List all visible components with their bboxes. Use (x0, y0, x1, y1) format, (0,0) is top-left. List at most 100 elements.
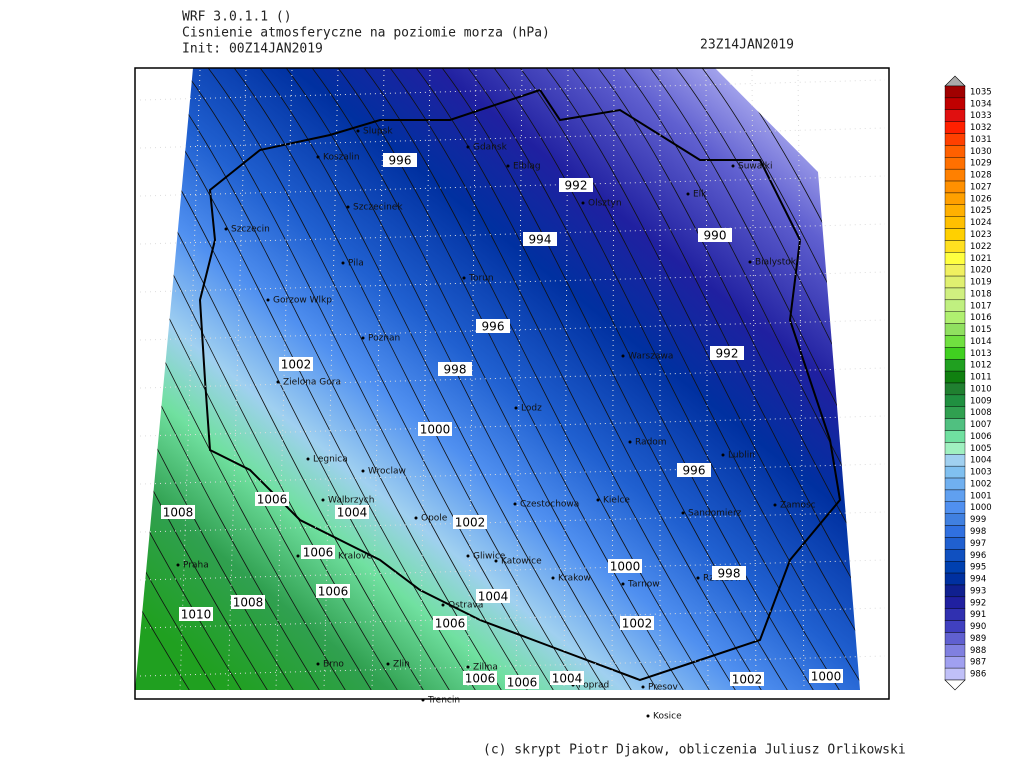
city-dot (696, 576, 700, 580)
colorbar-label: 1031 (970, 135, 992, 145)
isobar (487, 68, 859, 690)
city-dot (224, 227, 228, 231)
contour-label-bg (418, 422, 452, 436)
colorbar-label: 1003 (970, 468, 992, 478)
model-label: WRF 3.0.1.1 () (182, 10, 292, 25)
colorbar-label: 1008 (970, 408, 992, 418)
colorbar-swatch (944, 454, 966, 467)
contour-label: 1004 (552, 672, 583, 686)
colorbar-swatch (944, 644, 966, 657)
city-dot (721, 453, 725, 457)
city-dot (731, 164, 735, 168)
isobar (435, 68, 807, 690)
colorbar-label: 1035 (970, 87, 992, 97)
isobar (409, 68, 781, 690)
colorbar-swatch (944, 121, 966, 134)
city-dot (596, 498, 600, 502)
contour-label: 1000 (420, 423, 451, 437)
city-dot (414, 516, 418, 520)
city-label: Katowice (501, 557, 542, 567)
colorbar-swatch (944, 323, 966, 336)
city-dot (773, 503, 777, 507)
colorbar-swatch (944, 394, 966, 407)
contour-label-bg (383, 153, 417, 167)
city-label: Lodz (521, 404, 542, 414)
city-dot (641, 685, 645, 689)
isobar (669, 68, 860, 690)
colorbar-label: 993 (970, 586, 986, 596)
footer: (c) skrypt Piotr Djakow, obliczenia Juli… (483, 743, 906, 758)
colorbar-swatch (944, 584, 966, 598)
colorbar-swatch (944, 299, 966, 312)
colorbar-label: 1011 (970, 373, 992, 383)
colorbar-swatch (944, 275, 966, 289)
grid-line (563, 69, 569, 691)
colorbar-label: 1030 (970, 147, 992, 157)
colorbar-swatch (944, 335, 966, 348)
field-label: Cisnienie atmosferyczne na poziomie morz… (182, 26, 550, 41)
city-dot (341, 261, 345, 265)
grid-line (751, 69, 757, 691)
colorbar-swatch (944, 608, 966, 621)
colorbar-swatch (944, 501, 966, 514)
city-label: Gdansk (473, 143, 508, 153)
city-dot (514, 406, 518, 410)
colorbar-swatch (944, 561, 966, 574)
colorbar-label: 1025 (970, 206, 992, 216)
contour-label-bg (710, 346, 744, 360)
colorbar-swatch (944, 133, 966, 146)
colorbar-label: 987 (970, 658, 986, 668)
city-label: Slupsk (363, 127, 393, 137)
isobar (135, 68, 391, 690)
colorbar-label: 1017 (970, 301, 992, 311)
city-label: Zilina (473, 663, 498, 673)
colorbar-label: 1032 (970, 123, 992, 133)
colorbar-swatch (944, 465, 966, 479)
city-dot (581, 201, 585, 205)
isobar (565, 68, 860, 690)
city-dot (276, 380, 280, 384)
city-label: Poprad (578, 681, 609, 691)
contour-label: 998 (718, 567, 741, 581)
isobar (253, 68, 625, 690)
city-label: Szczecin (231, 225, 270, 235)
contour-label: 1002 (281, 358, 312, 372)
contour-label-bg (730, 672, 764, 686)
city-label: Kosice (653, 712, 682, 722)
colorbar-swatch (944, 85, 966, 99)
contour-label: 998 (444, 363, 467, 377)
city-dot (266, 298, 270, 302)
isobar (135, 68, 235, 690)
colorbar-label: 1001 (970, 491, 992, 501)
isobar (721, 68, 860, 690)
colorbar-swatch (944, 359, 966, 372)
contour-label-bg (476, 319, 510, 333)
map-frame (134, 67, 890, 700)
city-dot (306, 457, 310, 461)
contour-label-bg (255, 492, 289, 506)
colorbar-swatch (944, 192, 966, 205)
colorbar-label: 1002 (970, 479, 992, 489)
isobar (135, 68, 443, 690)
contour-label: 996 (683, 464, 706, 478)
contour-label-bg (231, 595, 265, 609)
colorbar-swatch (944, 287, 966, 301)
city-dot (681, 511, 685, 515)
isobar (305, 68, 677, 690)
city-dot (421, 698, 425, 702)
grid-line (611, 69, 615, 691)
city-label: Zlin (393, 660, 410, 670)
colorbar-label: 1010 (970, 384, 992, 394)
colorbar-swatch (944, 252, 966, 265)
city-label: Poznan (368, 334, 400, 344)
city-label: Bialystok (755, 258, 797, 268)
contour-label-bg (712, 566, 746, 580)
grid-line (797, 69, 805, 691)
colorbar-label: 1015 (970, 325, 992, 335)
isobar (643, 68, 860, 690)
colorbar-swatch (944, 168, 966, 182)
colorbar-swatch (944, 216, 966, 229)
contour-label: 990 (704, 229, 727, 243)
colorbar-swatch (944, 204, 966, 217)
